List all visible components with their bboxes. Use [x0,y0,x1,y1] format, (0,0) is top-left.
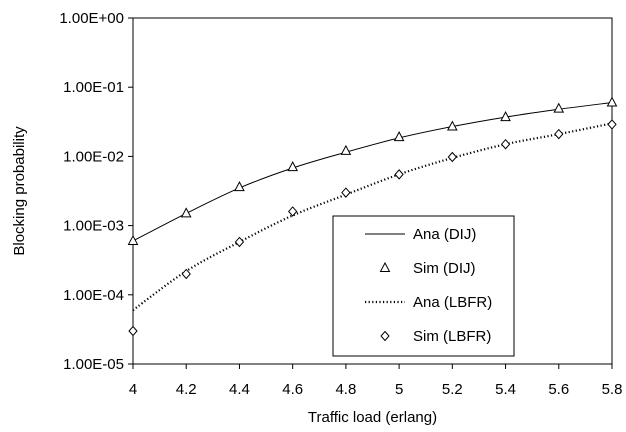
x-tick-label: 5.6 [548,381,569,398]
y-tick-label: 1.00E-05 [63,356,124,373]
data-point-sim-dij [127,234,139,245]
data-point-sim-lbfr [287,206,298,217]
y-tick-label: 1.00E-04 [63,287,124,304]
plot-area-frame [132,17,613,365]
data-point-sim-lbfr [128,325,138,337]
data-point-sim-dij [287,161,298,172]
data-point-sim-lbfr [554,128,564,140]
x-tick-label: 5.4 [495,381,516,398]
series-layer [127,96,618,337]
legend-swatch [380,330,390,342]
y-axis: 1.00E-05 1.00E-04 1.00E-03 1.00E-02 1.00E-01… [59,10,133,373]
x-axis: 4 4.2 4.4 4.6 4.8 5 5.2 5.4 5.6 5.8 [129,364,623,398]
x-tick-label: 4 [129,381,137,398]
series-sim-dij [127,96,618,245]
x-tick-label: 4.8 [335,381,356,398]
series-line-ana-dij [132,102,613,242]
y-tick-label: 1.00E+00 [59,10,124,27]
data-point-sim-lbfr [234,236,245,248]
series-sim-lbfr [128,119,617,337]
y-tick-label: 1.00E-02 [63,148,124,165]
legend-item-sim-dij: Sim (DIJ) [379,260,476,277]
legend: Ana (DIJ) Sim (DIJ) Ana (LBFR) Sim (LBFR) [332,215,515,357]
series-ana-dij [132,102,613,242]
x-tick-label: 4.6 [282,381,303,398]
series-ana-lbfr [132,122,613,312]
y-tick-label: 1.00E-03 [63,218,124,235]
x-tick-label: 5 [395,381,403,398]
data-point-sim-dij [393,131,405,142]
series-line-ana-lbfr [132,122,613,312]
data-point-sim-lbfr [341,187,351,198]
legend-box [332,215,515,357]
y-tick-label: 1.00E-01 [63,79,124,96]
legend-item-sim-lbfr: Sim (LBFR) [380,328,491,345]
x-tick-label: 5.8 [602,381,623,398]
data-point-sim-lbfr [181,268,191,280]
y-axis-title: Blocking probability [11,126,28,256]
data-point-sim-lbfr [500,138,511,150]
data-point-sim-dij [340,144,352,155]
legend-swatch [379,261,391,272]
x-tick-label: 4.4 [229,381,250,398]
x-tick-label: 4.2 [176,381,197,398]
legend-item-ana-dij: Ana (DIJ) [365,226,476,243]
data-point-sim-dij [553,102,565,113]
data-point-sim-dij [606,96,618,107]
legend-item-ana-lbfr: Ana (LBFR) [365,294,492,311]
data-point-sim-dij [180,207,192,218]
data-point-sim-lbfr [607,119,617,130]
data-point-sim-lbfr [394,169,404,180]
legend-label: Ana (LBFR) [413,294,492,311]
legend-label: Ana (DIJ) [413,226,476,243]
legend-label: Sim (LBFR) [413,328,491,345]
x-tick-label: 5.2 [442,381,463,398]
data-point-sim-dij [234,181,245,192]
data-point-sim-lbfr [447,151,458,163]
data-point-sim-dij [500,111,511,122]
data-point-sim-dij [447,120,458,131]
x-axis-title: Traffic load (erlang) [308,409,437,426]
legend-label: Sim (DIJ) [413,260,476,277]
